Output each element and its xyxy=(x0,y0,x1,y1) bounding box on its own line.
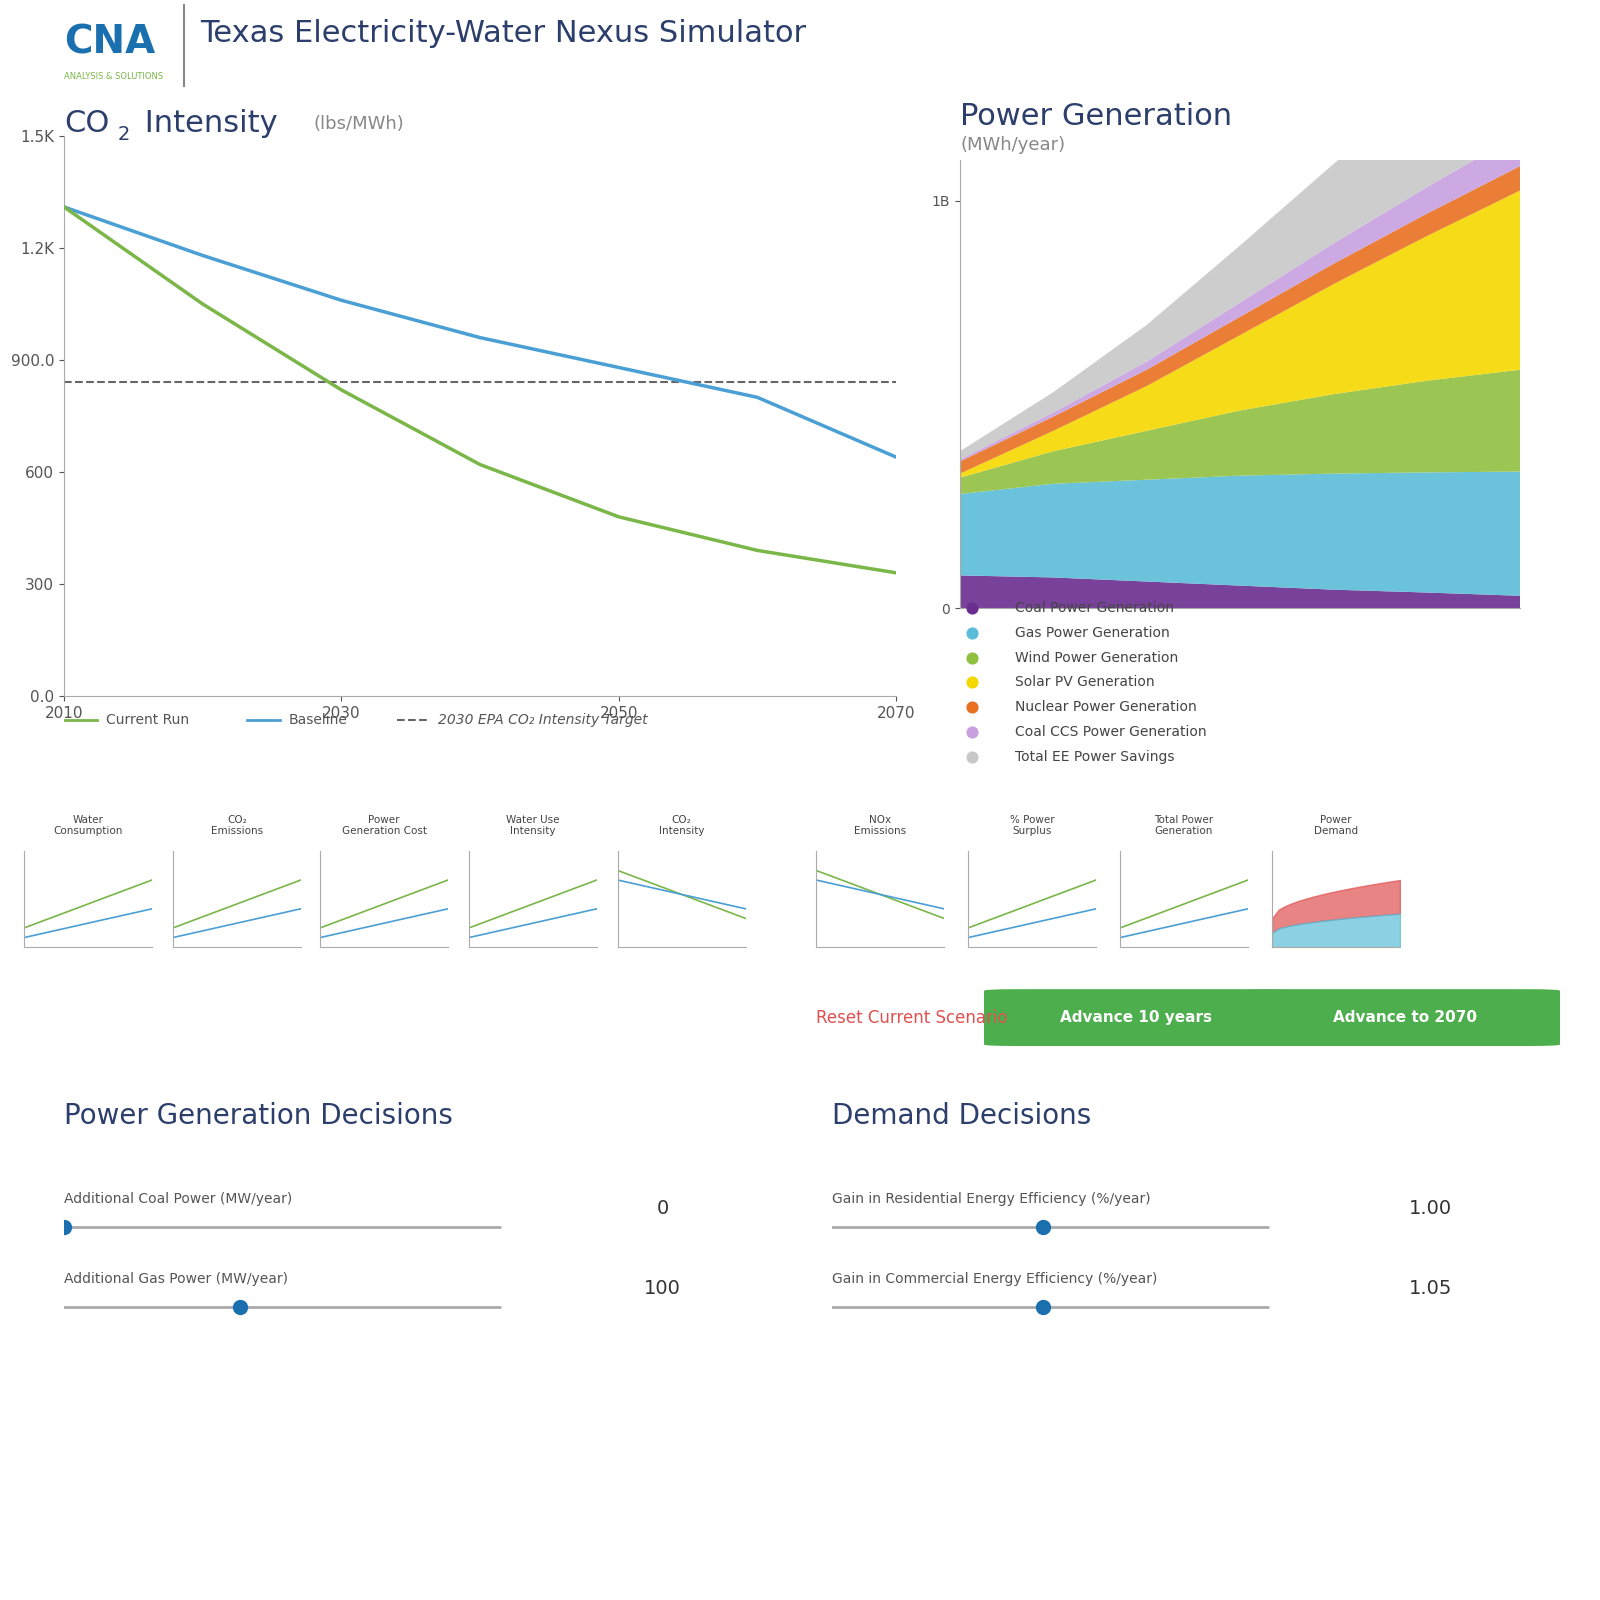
Text: Wind Power Generation: Wind Power Generation xyxy=(1014,651,1178,664)
Text: Gas Power Generation: Gas Power Generation xyxy=(1014,626,1170,640)
Point xyxy=(1362,347,1387,373)
Text: Texas Electricity-Water Nexus Simulator: Texas Electricity-Water Nexus Simulator xyxy=(200,19,806,48)
Text: Power Generation: Power Generation xyxy=(960,102,1232,131)
Text: 2030 EPA CO₂ Intensity Target: 2030 EPA CO₂ Intensity Target xyxy=(438,714,648,726)
Text: Total Power
Generation: Total Power Generation xyxy=(1155,814,1213,837)
Text: Baseline: Baseline xyxy=(288,714,347,726)
Text: Gain in Commercial Energy Efficiency (%/year): Gain in Commercial Energy Efficiency (%/… xyxy=(832,1272,1157,1286)
Text: Advance 10 years: Advance 10 years xyxy=(1059,1010,1213,1026)
Point xyxy=(1362,123,1387,149)
Text: Power Generation Decisions: Power Generation Decisions xyxy=(64,1102,453,1130)
Text: Coal CCS Power Generation: Coal CCS Power Generation xyxy=(1014,725,1206,739)
Text: Solar PV Generation: Solar PV Generation xyxy=(1014,675,1154,690)
Text: Total EE Power Savings: Total EE Power Savings xyxy=(1014,750,1174,763)
Text: Intensity: Intensity xyxy=(134,109,277,138)
Text: CO₂
Intensity: CO₂ Intensity xyxy=(659,814,704,837)
Text: NOx
Emissions: NOx Emissions xyxy=(854,814,906,837)
Text: Advance to 2070: Advance to 2070 xyxy=(1333,1010,1477,1026)
Text: Water
Consumption: Water Consumption xyxy=(53,814,123,837)
Text: Power
Demand: Power Demand xyxy=(1314,814,1358,837)
Text: 1.00: 1.00 xyxy=(1410,1198,1451,1218)
Text: Reset Current Scenario: Reset Current Scenario xyxy=(816,1008,1008,1027)
Text: Power
Generation Cost: Power Generation Cost xyxy=(341,814,427,837)
Text: Nuclear Power Generation: Nuclear Power Generation xyxy=(1014,701,1197,714)
Text: 1.05: 1.05 xyxy=(1408,1278,1453,1298)
Text: Current Run: Current Run xyxy=(106,714,189,726)
Text: 100: 100 xyxy=(643,1278,682,1298)
Text: Demand Decisions: Demand Decisions xyxy=(832,1102,1091,1130)
Point xyxy=(1362,573,1387,598)
FancyBboxPatch shape xyxy=(1248,989,1560,1046)
Text: (MWh/year): (MWh/year) xyxy=(960,136,1066,154)
Text: Additional Coal Power (MW/year): Additional Coal Power (MW/year) xyxy=(64,1192,293,1206)
Text: (lbs/MWh): (lbs/MWh) xyxy=(314,115,405,133)
Text: Additional Gas Power (MW/year): Additional Gas Power (MW/year) xyxy=(64,1272,288,1286)
Text: CO₂
Emissions: CO₂ Emissions xyxy=(211,814,262,837)
Text: ANALYSIS & SOLUTIONS: ANALYSIS & SOLUTIONS xyxy=(64,72,163,82)
Text: Coal Power Generation: Coal Power Generation xyxy=(1014,602,1174,614)
Text: 0: 0 xyxy=(656,1198,669,1218)
Text: 2: 2 xyxy=(118,125,131,144)
Text: CNA: CNA xyxy=(64,24,155,62)
FancyBboxPatch shape xyxy=(984,989,1288,1046)
Text: Water Use
Intensity: Water Use Intensity xyxy=(506,814,560,837)
Text: CO: CO xyxy=(64,109,109,138)
Text: % Power
Surplus: % Power Surplus xyxy=(1010,814,1054,837)
Text: Gain in Residential Energy Efficiency (%/year): Gain in Residential Energy Efficiency (%… xyxy=(832,1192,1150,1206)
